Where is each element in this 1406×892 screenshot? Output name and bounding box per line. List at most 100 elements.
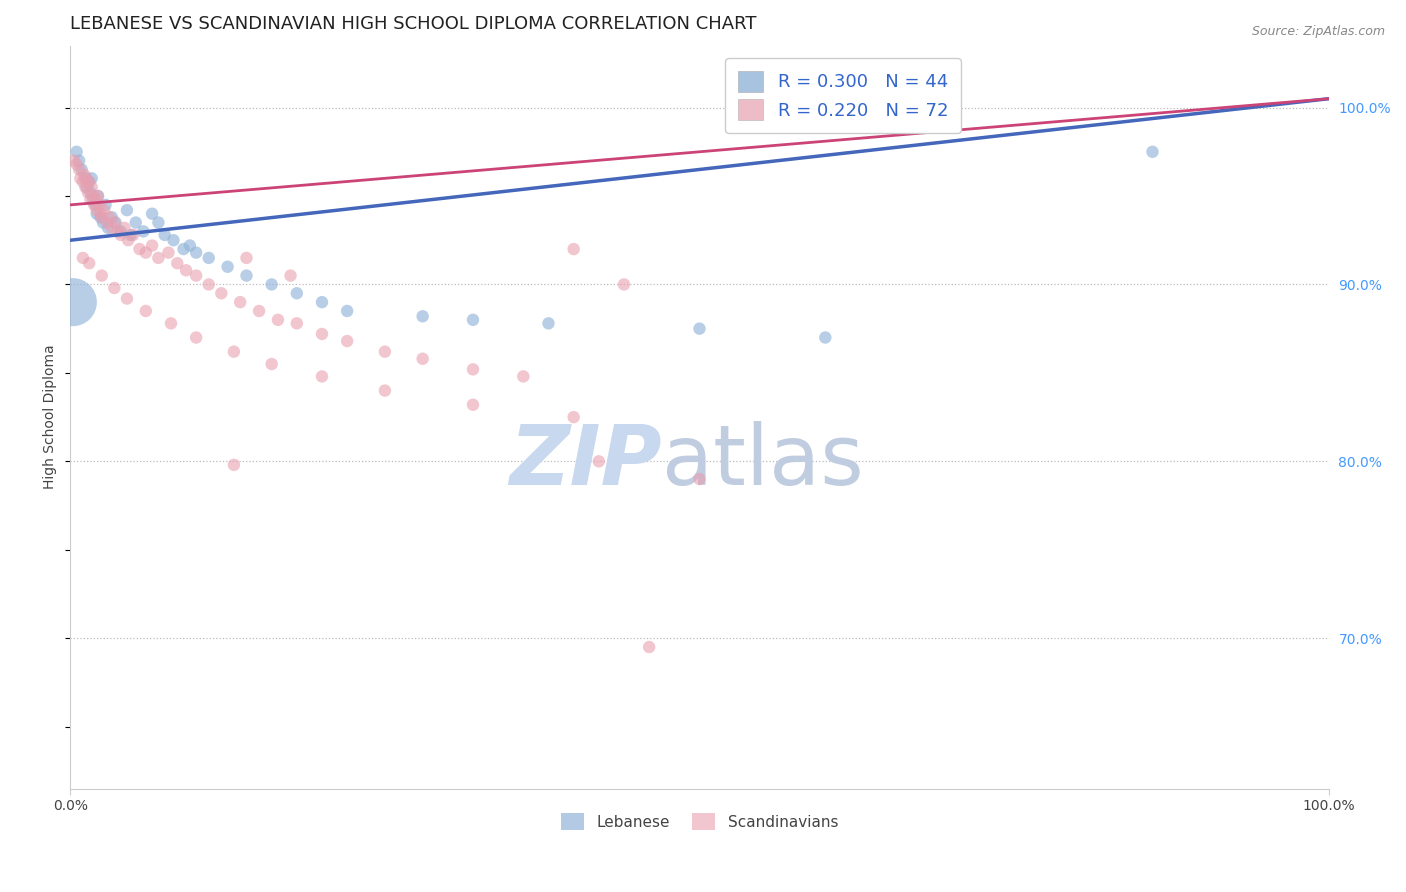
Point — [311, 295, 333, 310]
Point — [76, 180, 98, 194]
Point — [132, 224, 155, 238]
Point — [688, 321, 710, 335]
Legend: Lebanese, Scandinavians: Lebanese, Scandinavians — [555, 806, 844, 837]
Point — [285, 317, 308, 331]
Point — [115, 203, 138, 218]
Point — [222, 344, 245, 359]
Point — [76, 171, 98, 186]
Point — [336, 334, 359, 348]
Point — [814, 330, 837, 344]
Point — [311, 326, 333, 341]
Point — [117, 233, 139, 247]
Point — [285, 286, 308, 301]
Point — [267, 313, 290, 327]
Point — [104, 215, 127, 229]
Point — [209, 286, 232, 301]
Point — [65, 157, 87, 171]
Point — [83, 198, 105, 212]
Point — [72, 175, 94, 189]
Point — [537, 317, 560, 331]
Point — [87, 189, 110, 203]
Point — [79, 193, 101, 207]
Point — [179, 238, 201, 252]
Point — [311, 369, 333, 384]
Point — [75, 180, 97, 194]
Point — [79, 186, 101, 200]
Point — [122, 227, 145, 242]
Point — [89, 211, 111, 225]
Point — [101, 211, 124, 225]
Point — [186, 245, 208, 260]
Point — [97, 220, 120, 235]
Point — [461, 362, 484, 376]
Point — [135, 304, 157, 318]
Point — [562, 410, 585, 425]
Point — [280, 268, 302, 283]
Point — [63, 153, 86, 168]
Point — [229, 295, 252, 310]
Point — [157, 245, 180, 260]
Point — [77, 175, 100, 189]
Y-axis label: High School Diploma: High School Diploma — [44, 345, 58, 490]
Point — [186, 268, 208, 283]
Point — [77, 256, 100, 270]
Point — [688, 472, 710, 486]
Point — [87, 189, 110, 203]
Point — [65, 145, 87, 159]
Point — [115, 292, 138, 306]
Point — [89, 207, 111, 221]
Point — [162, 233, 184, 247]
Point — [96, 215, 118, 229]
Point — [128, 242, 150, 256]
Point — [82, 189, 104, 203]
Point — [186, 330, 208, 344]
Point — [260, 357, 283, 371]
Point — [90, 268, 112, 283]
Point — [412, 310, 434, 324]
Point — [638, 640, 661, 654]
Point — [148, 251, 170, 265]
Point — [260, 277, 283, 292]
Point — [562, 242, 585, 256]
Point — [166, 256, 188, 270]
Point — [235, 268, 257, 283]
Point — [80, 171, 103, 186]
Point — [174, 263, 197, 277]
Point — [101, 220, 124, 235]
Point — [110, 227, 132, 242]
Point — [103, 281, 125, 295]
Point — [98, 211, 121, 225]
Point — [613, 277, 636, 292]
Point — [120, 227, 142, 242]
Point — [69, 171, 91, 186]
Point — [412, 351, 434, 366]
Point — [90, 211, 112, 225]
Point — [461, 313, 484, 327]
Point — [125, 215, 148, 229]
Point — [374, 384, 396, 398]
Point — [336, 304, 359, 318]
Point — [235, 251, 257, 265]
Point — [93, 203, 115, 218]
Point — [461, 398, 484, 412]
Point — [103, 215, 125, 229]
Point — [153, 227, 176, 242]
Point — [67, 153, 90, 168]
Point — [84, 198, 107, 212]
Point — [374, 344, 396, 359]
Point — [75, 171, 97, 186]
Text: Source: ZipAtlas.com: Source: ZipAtlas.com — [1251, 25, 1385, 38]
Point — [80, 180, 103, 194]
Point — [62, 295, 84, 310]
Point — [89, 198, 111, 212]
Point — [77, 175, 100, 189]
Point — [135, 245, 157, 260]
Point — [94, 198, 117, 212]
Point — [72, 251, 94, 265]
Point — [77, 186, 100, 200]
Point — [160, 317, 183, 331]
Text: LEBANESE VS SCANDINAVIAN HIGH SCHOOL DIPLOMA CORRELATION CHART: LEBANESE VS SCANDINAVIAN HIGH SCHOOL DIP… — [70, 15, 756, 33]
Point — [70, 162, 93, 177]
Text: atlas: atlas — [662, 421, 863, 502]
Point — [512, 369, 534, 384]
